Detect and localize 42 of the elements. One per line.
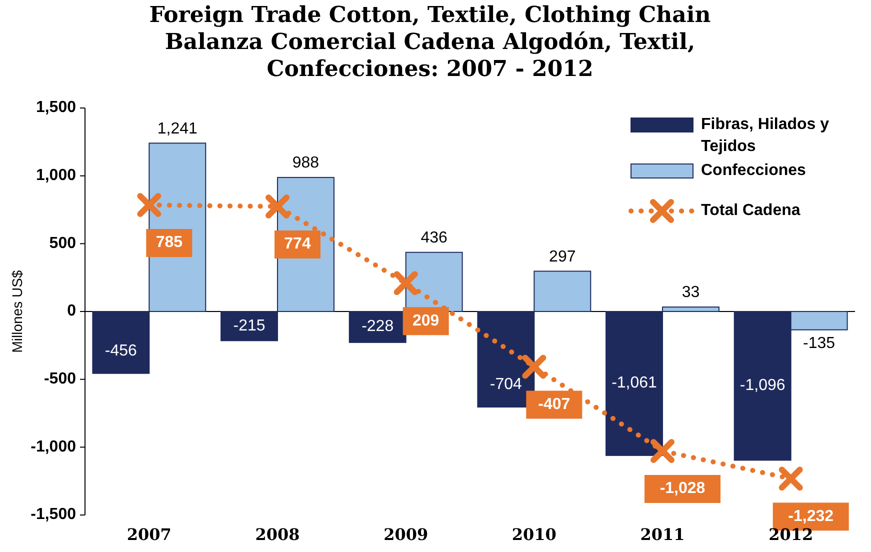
y-tick-label: 1,000 [36, 167, 76, 184]
data-label: 988 [292, 154, 320, 172]
y-tick-label: 0 [67, 302, 76, 320]
y-tick-label: 1,500 [36, 99, 76, 116]
y-axis-title: Millones US$ [9, 270, 25, 353]
x-tick-label: 2007 [126, 525, 172, 544]
legend-label: Confecciones [701, 162, 806, 180]
data-label: 33 [682, 284, 700, 302]
data-label: -407 [538, 396, 570, 413]
y-tick-label: 500 [49, 234, 76, 252]
y-tick-label: -1,500 [30, 506, 76, 524]
data-label: 1,241 [157, 120, 198, 138]
point [137, 193, 162, 217]
data-label: 436 [420, 230, 448, 247]
data-label: 297 [549, 248, 576, 266]
y-tick-label: -500 [44, 370, 76, 388]
x-tick-label: 2010 [512, 525, 556, 544]
point [394, 271, 418, 296]
data-label: 774 [284, 236, 311, 253]
data-label: -1,096 [740, 377, 786, 394]
data-label: -1,232 [788, 508, 834, 525]
x-tick-label: 2008 [255, 525, 300, 544]
y-tick-label: -1,000 [30, 438, 76, 456]
data-label: 209 [412, 312, 440, 330]
chart-title: Foreign Trade Cotton, Textile, Clothing Chain Balanza Comercial Cadena Algodón, Textil, Confecciones: 2007 - 2012 [149, 2, 711, 82]
data-label: -1,061 [612, 374, 658, 392]
data-label: -1,028 [660, 480, 706, 498]
point [778, 466, 803, 491]
x-tick-label: 2009 [384, 525, 428, 544]
point [522, 354, 546, 379]
data-label: -704 [490, 376, 522, 394]
legend-label: Fibras, Hilados y Tejidos [701, 116, 830, 156]
point [650, 438, 674, 463]
data-label: -456 [104, 342, 138, 360]
data-label: -135 [803, 335, 836, 352]
x-tick-label: 2011 [640, 525, 685, 544]
legend-label: Total Cadena [701, 202, 800, 220]
x-tick-label: 2012 [768, 525, 814, 544]
data-label: -215 [233, 317, 266, 334]
data-label: -228 [362, 318, 394, 336]
point [266, 194, 290, 218]
data-label: 785 [156, 234, 183, 252]
